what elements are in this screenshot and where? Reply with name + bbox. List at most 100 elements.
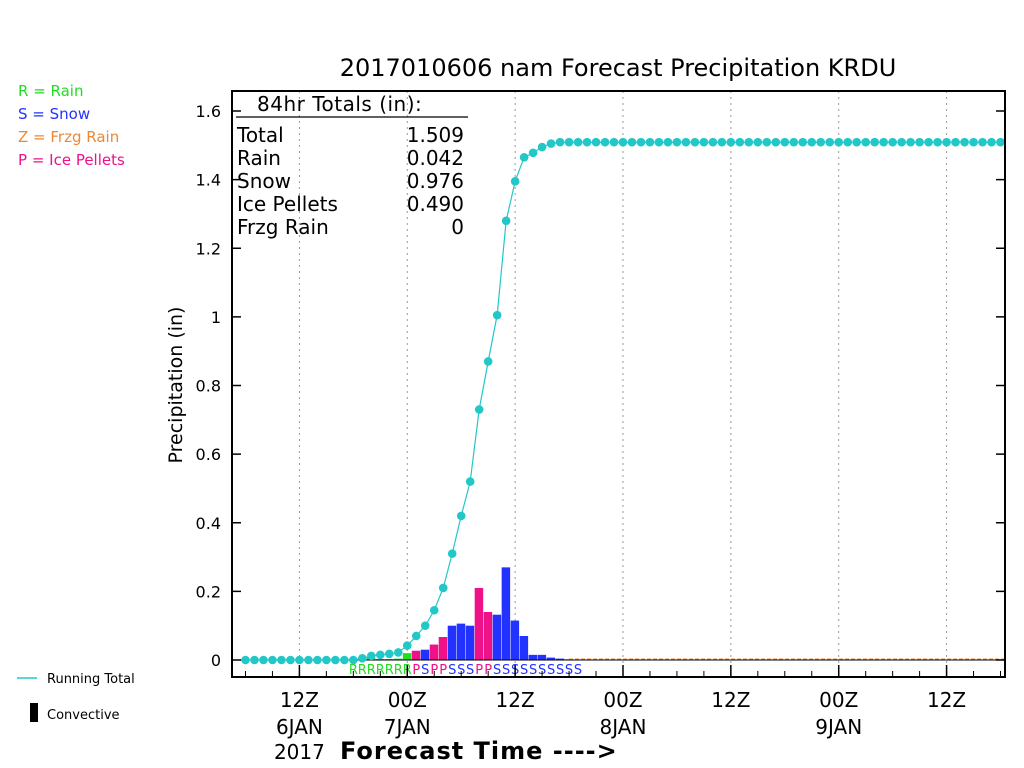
precip-bar — [456, 623, 466, 660]
running-total-point — [591, 137, 601, 147]
precip-bar — [420, 649, 430, 660]
running-total-point — [429, 605, 439, 615]
precip-bar — [528, 654, 538, 660]
x-tick-label-line1: 00Z — [603, 688, 642, 712]
x-tick-label-line2: 6JAN — [276, 715, 323, 739]
running-total-point — [915, 137, 924, 147]
ptype-letters: RRRRRRRPSPPSSSPPSSSSSSSSSS — [349, 663, 582, 678]
precip-bar — [474, 587, 484, 660]
x-tick-label-line1: 12Z — [496, 688, 535, 712]
precip-bar — [393, 658, 403, 660]
ptype-letter: R — [367, 663, 376, 678]
running-total-point — [951, 137, 960, 147]
totals-header: 84hr Totals (in): — [257, 92, 422, 116]
running-total-point — [861, 137, 870, 147]
precip-bar — [411, 650, 421, 660]
x-tick-label-line3: 2017 — [274, 740, 325, 764]
precip-bar — [492, 614, 502, 660]
x-tick-label-line2: 8JAN — [600, 715, 647, 739]
running-total-point — [411, 631, 421, 641]
totals-row-value: 0.490 — [407, 192, 464, 216]
running-total-point — [807, 137, 817, 147]
running-total-point — [582, 137, 592, 147]
running-total-point — [924, 137, 933, 147]
running-total-point — [933, 137, 942, 147]
running-total-series — [241, 137, 1005, 665]
running-total-point — [367, 651, 376, 661]
running-total-point — [456, 511, 466, 521]
precip-bar — [465, 625, 475, 660]
running-total-point — [510, 177, 520, 186]
precip-bar — [483, 611, 493, 660]
precip-bar — [438, 637, 448, 660]
running-total-point — [600, 137, 610, 147]
running-total-point — [762, 137, 772, 147]
precip-bar — [510, 620, 520, 660]
series-legend: Running Total Convective — [17, 672, 135, 723]
precip-bar — [555, 658, 565, 660]
running-total-point — [402, 641, 412, 650]
x-tick-label-line1: 00Z — [819, 688, 858, 712]
running-total-point — [546, 139, 556, 148]
ptype-letter: S — [493, 663, 501, 678]
running-total-point — [322, 655, 331, 665]
running-total-point — [295, 655, 304, 665]
running-total-point — [358, 653, 367, 663]
running-total-point — [870, 137, 879, 147]
running-total-point — [735, 137, 745, 147]
running-total-point — [465, 477, 475, 486]
running-total-point — [798, 137, 808, 147]
legend-entry: S = Snow — [18, 105, 90, 123]
y-tick-label: 0.2 — [196, 582, 221, 601]
x-axis-label: Forecast Time ----> — [340, 737, 618, 765]
running-total-point — [241, 655, 250, 665]
running-total-point — [349, 655, 358, 665]
totals-row-value: 1.509 — [407, 123, 464, 147]
y-tick-label: 1.2 — [196, 239, 221, 258]
running-total-point — [537, 142, 547, 152]
plot-frame — [231, 90, 1006, 678]
running-total-point — [501, 216, 511, 226]
running-total-point — [483, 357, 493, 366]
ptype-letter: S — [565, 663, 573, 678]
x-tick-label-line1: 12Z — [711, 688, 750, 712]
running-total-point — [717, 137, 727, 147]
x-tick-label-line1: 12Z — [280, 688, 319, 712]
running-total-point — [555, 137, 565, 147]
running-total-point — [474, 405, 484, 414]
precip-bar — [384, 658, 394, 660]
running-total-point — [888, 137, 897, 147]
precip-bar — [447, 625, 457, 660]
precip-bar — [501, 567, 511, 660]
running-total-point — [304, 655, 313, 665]
y-axis-label: Precipitation (in) — [165, 307, 187, 464]
running-total-point — [331, 655, 340, 665]
y-tick-label: 0.8 — [196, 377, 221, 396]
running-total-point — [825, 137, 835, 147]
y-tick-label: 1.6 — [196, 102, 221, 121]
grid-lines — [298, 91, 948, 677]
y-tick-label: 1 — [211, 308, 221, 327]
running-total-point — [259, 655, 268, 665]
precip-bar — [519, 635, 529, 660]
ptype-letter: S — [547, 663, 555, 678]
running-total-point — [816, 137, 826, 147]
ptype-letter: P — [475, 663, 483, 678]
totals-row-label: Rain — [237, 146, 281, 170]
precip-bars — [357, 567, 574, 660]
ptype-letter: R — [385, 663, 394, 678]
running-total-point — [969, 137, 978, 147]
totals-row-label: Snow — [237, 169, 291, 193]
ptype-letter: S — [538, 663, 546, 678]
precip-bar — [429, 644, 439, 660]
totals-row-label: Frzg Rain — [237, 215, 329, 239]
running-total-point — [843, 137, 853, 147]
ptype-letter: R — [349, 663, 358, 678]
ptype-letter: R — [358, 663, 367, 678]
running-total-point — [852, 137, 861, 147]
running-total-point — [268, 655, 277, 665]
totals-box: 84hr Totals (in): Total 1.509 Rain 0.042 Snow… — [236, 92, 468, 239]
y-tick-label: 1.4 — [196, 171, 221, 190]
